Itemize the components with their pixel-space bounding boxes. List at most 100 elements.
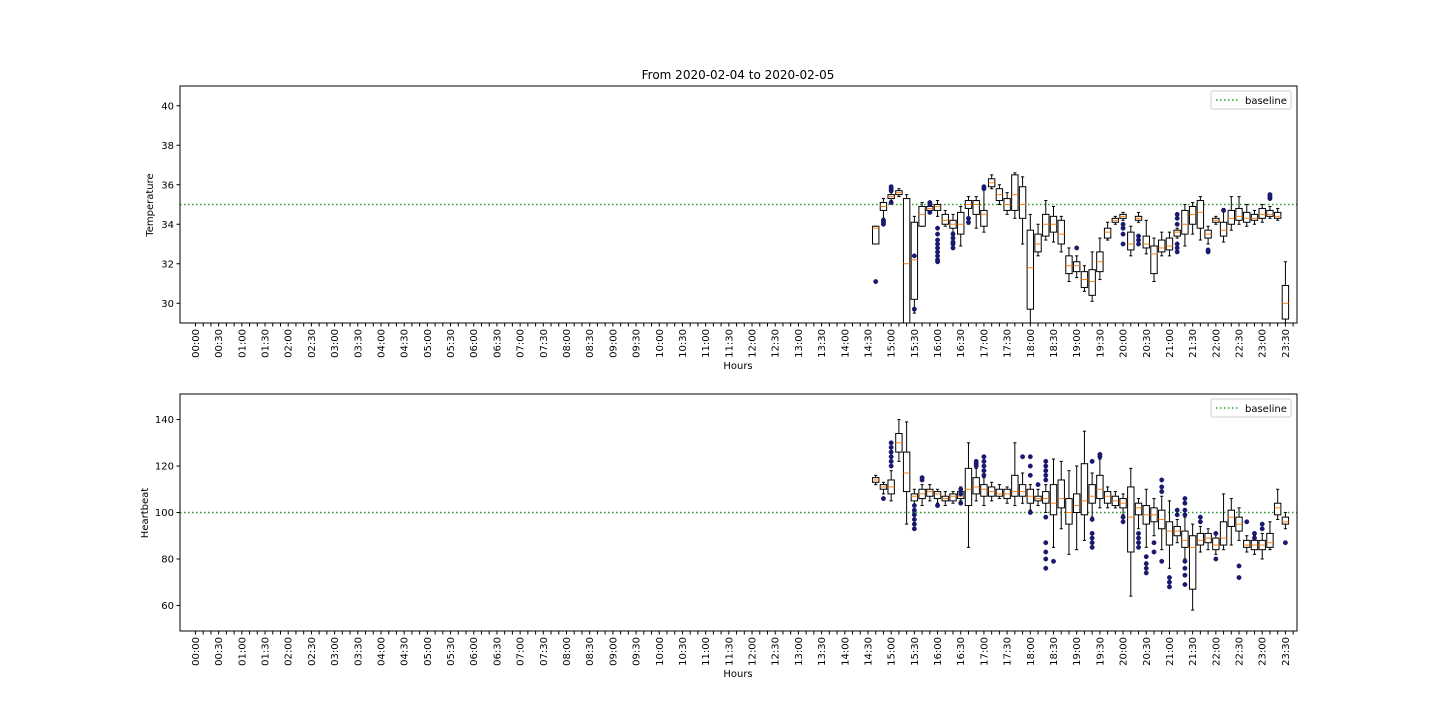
box-iqr <box>910 493 919 502</box>
box-iqr <box>995 488 1004 497</box>
flier-point <box>1182 565 1188 571</box>
flier-point <box>935 237 941 243</box>
flier-point <box>1159 489 1165 495</box>
box-iqr <box>918 205 926 227</box>
box-iqr <box>1018 484 1027 497</box>
flier-point <box>1244 519 1250 525</box>
temperature-x-tick-label: 00:00 <box>191 329 202 358</box>
flier-point <box>1182 507 1188 513</box>
flier-point <box>880 217 886 223</box>
temperature-x-tick-label: 23:30 <box>1281 329 1292 358</box>
temperature-x-tick-label: 21:00 <box>1165 329 1176 358</box>
flier-point <box>1027 463 1033 469</box>
box-iqr <box>1088 484 1096 504</box>
heartbeat-x-tick-label: 03:30 <box>353 637 364 666</box>
flier-point <box>1120 231 1126 237</box>
temperature-box-15:40 <box>918 202 926 227</box>
heartbeat-x-tick-label: 07:30 <box>539 637 550 666</box>
heartbeat-x-tick-label: 12:00 <box>748 637 759 666</box>
box-iqr <box>980 209 988 227</box>
temperature-box-19:10 <box>1080 265 1089 292</box>
flier-point <box>935 231 941 237</box>
flier-point <box>1182 500 1188 506</box>
heartbeat-x-tick-label: 05:00 <box>423 637 434 666</box>
temperature-box-15:10 <box>895 188 903 198</box>
box-iqr <box>1134 502 1143 516</box>
flier-point <box>1027 510 1033 515</box>
temperature-box-18:50 <box>1065 247 1073 283</box>
box-iqr <box>1011 174 1019 211</box>
heartbeat-x-tick-label: 20:30 <box>1142 637 1153 666</box>
flier-point <box>1159 484 1165 490</box>
flier-point <box>1143 570 1149 576</box>
temperature-box-21:10 <box>1173 211 1181 255</box>
flier-point <box>1182 582 1188 587</box>
heartbeat-box-19:30 <box>1096 451 1104 509</box>
box-iqr <box>972 477 980 495</box>
temperature-box-22:30 <box>1235 196 1243 225</box>
heartbeat-box-23:10 <box>1266 521 1274 551</box>
temperature-x-tick-label: 19:30 <box>1095 329 1106 358</box>
heartbeat-box-17:20 <box>995 484 1004 500</box>
temperature-x-ticks: 00:00 00:30 01:00 01:30 02:00 02:30 03:00 03:30… <box>191 323 1294 358</box>
box-iqr <box>1088 269 1096 296</box>
temperature-x-tick-label: 08:30 <box>585 329 596 358</box>
heartbeat-box-17:40 <box>1011 442 1019 507</box>
temperature-box-23:30 <box>1281 261 1290 323</box>
heartbeat-box-16:20 <box>949 491 957 504</box>
flier-point <box>1182 496 1188 502</box>
box-iqr <box>902 451 911 493</box>
flier-point <box>1074 245 1080 251</box>
heartbeat-box-16:00 <box>933 488 942 508</box>
flier-point <box>873 279 879 284</box>
flier-point <box>911 521 917 527</box>
temperature-box-15:50 <box>926 200 934 215</box>
box-iqr <box>1273 211 1282 219</box>
temperature-x-tick-label: 17:30 <box>1003 329 1014 358</box>
box-iqr <box>1188 205 1197 225</box>
heartbeat-x-tick-label: 17:00 <box>979 637 990 666</box>
heartbeat-x-tick-label: 20:00 <box>1119 637 1130 666</box>
flier-point <box>1043 540 1049 546</box>
temperature-box-18:00 <box>1026 213 1035 323</box>
heartbeat-x-tick-label: 04:30 <box>400 637 411 666</box>
box-iqr <box>933 491 942 500</box>
temperature-box-19:20 <box>1088 251 1096 302</box>
heartbeat-box-23:00 <box>1258 521 1266 560</box>
box-iqr <box>1181 530 1189 548</box>
flier-point <box>973 458 979 464</box>
box-iqr <box>1219 521 1228 546</box>
heartbeat-x-tick-label: 22:30 <box>1235 637 1246 666</box>
box-iqr <box>1181 209 1189 235</box>
flier-point <box>1120 514 1126 520</box>
temperature-x-tick-label: 20:30 <box>1142 329 1153 358</box>
flier-point <box>1027 454 1033 460</box>
heartbeat-x-tick-label: 23:30 <box>1281 637 1292 666</box>
heartbeat-y-ticks: 60 80 100 120 140 <box>155 415 180 612</box>
temperature-x-tick-label: 18:30 <box>1049 329 1060 358</box>
temperature-x-tick-label: 12:30 <box>771 329 782 358</box>
heartbeat-y-tick-label: 120 <box>155 462 174 473</box>
temperature-y-ticks: 30 32 34 36 38 40 <box>161 101 180 310</box>
box-iqr <box>1103 227 1112 239</box>
temperature-x-tick-label: 04:00 <box>376 329 387 358</box>
flier-point <box>1136 544 1141 550</box>
heartbeat-y-axis-label: Heartbeat <box>140 488 151 538</box>
temperature-box-21:20 <box>1181 204 1189 247</box>
flier-point <box>1043 549 1049 555</box>
temperature-box-19:50 <box>1111 215 1120 225</box>
heartbeat-box-15:40 <box>918 475 926 507</box>
chart-title: From 2020-02-04 to 2020-02-05 <box>642 68 835 82</box>
flier-point <box>1051 558 1056 564</box>
flier-point <box>1182 512 1188 518</box>
temperature-x-tick-label: 14:00 <box>840 329 851 358</box>
temperature-box-16:40 <box>964 196 973 225</box>
flier-point <box>1221 207 1227 213</box>
temperature-box-18:20 <box>1042 200 1050 241</box>
flier-point <box>1167 584 1172 590</box>
temperature-box-18:40 <box>1057 215 1065 253</box>
heartbeat-box-17:30 <box>1003 486 1011 504</box>
flier-point <box>911 512 917 518</box>
flier-point <box>888 458 894 464</box>
